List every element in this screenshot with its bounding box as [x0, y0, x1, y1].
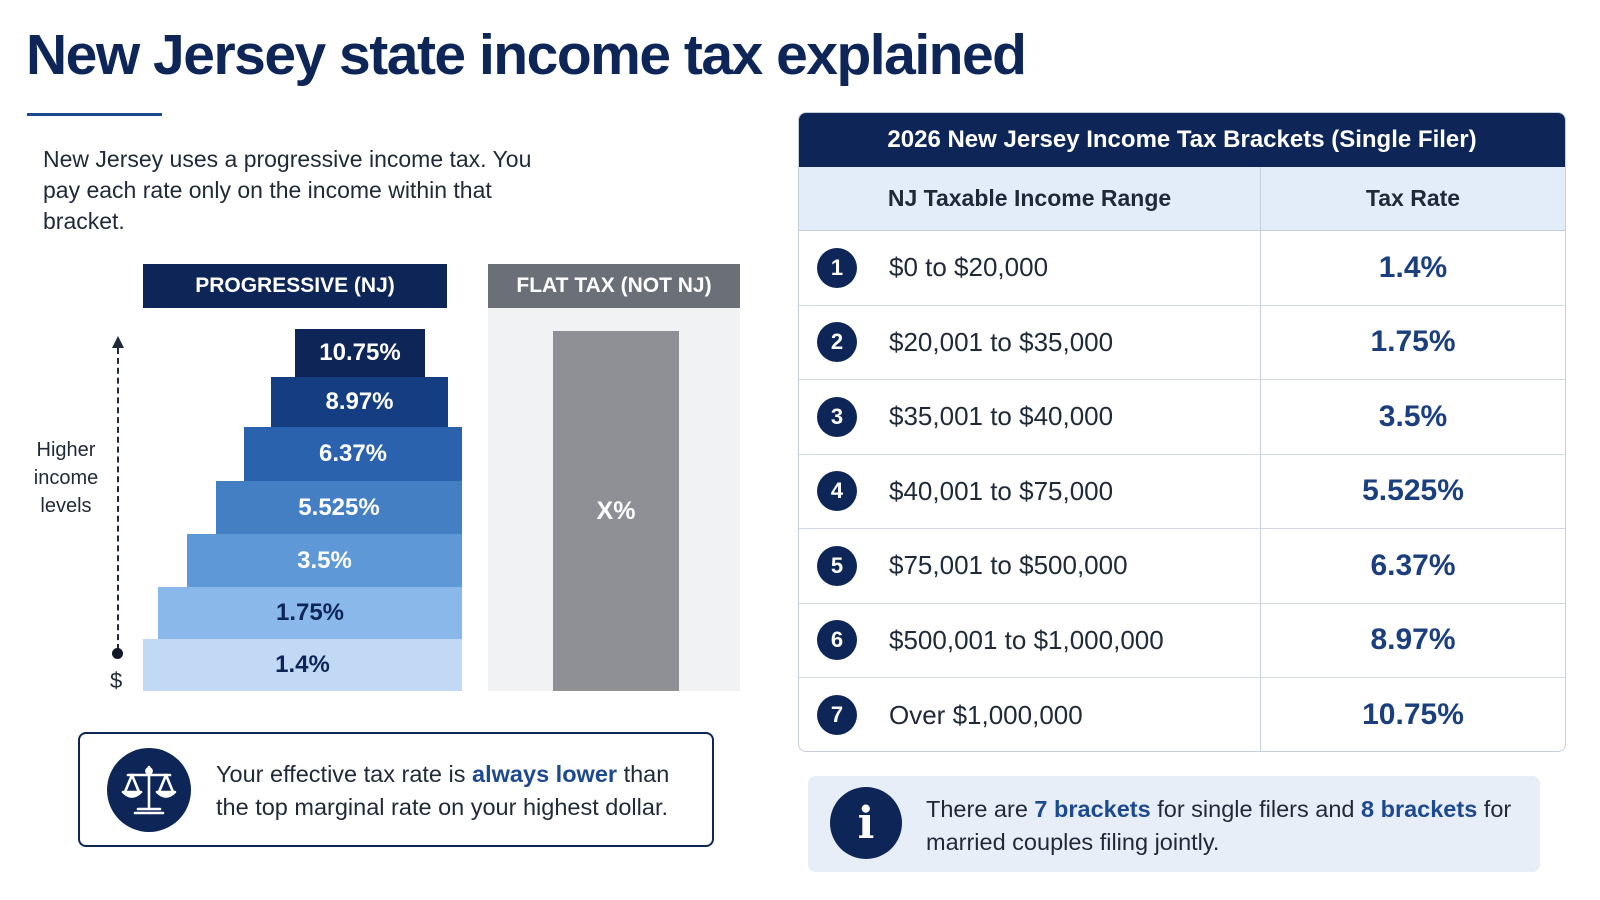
- tax-rate: 1.4%: [1378, 250, 1448, 284]
- table-row: 7 Over $1,000,000 10.75%: [799, 678, 1565, 751]
- step-1-4: 1.4%: [143, 639, 462, 691]
- income-range: $35,001 to $40,000: [889, 401, 1114, 432]
- flat-tax-header: FLAT TAX (NOT NJ): [488, 264, 740, 308]
- income-range: $0 to $20,000: [889, 252, 1049, 283]
- table-header-row: NJ Taxable Income Range Tax Rate: [799, 167, 1565, 231]
- income-range: Over $1,000,000: [889, 699, 1083, 730]
- income-range: $20,001 to $35,000: [889, 326, 1114, 357]
- step-5-525: 5.525%: [216, 481, 462, 534]
- brackets-table: 2026 New Jersey Income Tax Brackets (Sin…: [798, 112, 1566, 752]
- progressive-header: PROGRESSIVE (NJ): [143, 264, 447, 308]
- brackets-info-callout: i There are 7 brackets for single filers…: [808, 776, 1540, 872]
- table-row: 4 $40,001 to $75,000 5.525%: [799, 454, 1565, 529]
- tax-rate: 3.5%: [1378, 399, 1448, 433]
- effective-rate-note: Your effective tax rate is always lower …: [78, 732, 714, 847]
- intro-text: New Jersey uses a progressive income tax…: [43, 146, 532, 234]
- table-row: 2 $20,001 to $35,000 1.75%: [799, 305, 1565, 380]
- info-highlight-joint: 8 brackets: [1361, 796, 1478, 822]
- row-number-badge: 6: [817, 620, 857, 661]
- tax-rate: 6.37%: [1370, 548, 1456, 582]
- step-1-75: 1.75%: [158, 587, 462, 639]
- table-title: 2026 New Jersey Income Tax Brackets (Sin…: [799, 113, 1565, 167]
- row-number-badge: 2: [817, 322, 857, 363]
- tax-rate: 5.525%: [1362, 474, 1464, 508]
- tax-rate: 8.97%: [1370, 623, 1456, 657]
- row-number-badge: 5: [817, 545, 857, 586]
- title-underline: [27, 113, 162, 116]
- table-row: 5 $75,001 to $500,000 6.37%: [799, 529, 1565, 604]
- up-arrow-icon: [112, 336, 124, 348]
- column-header-rate: Tax Rate: [1365, 185, 1461, 211]
- step-6-37: 6.37%: [244, 427, 462, 481]
- column-header-range: NJ Taxable Income Range: [799, 167, 1261, 230]
- table-row: 3 $35,001 to $40,000 3.5%: [799, 380, 1565, 455]
- table-row: 1 $0 to $20,000 1.4%: [799, 231, 1565, 306]
- scale-icon: [107, 748, 191, 832]
- table-row: 6 $500,001 to $1,000,000 8.97%: [799, 603, 1565, 678]
- tax-rate: 1.75%: [1370, 325, 1456, 359]
- income-range: $40,001 to $75,000: [889, 475, 1114, 506]
- info-highlight-single: 7 brackets: [1034, 796, 1151, 822]
- step-10-75: 10.75%: [295, 329, 425, 377]
- dollar-symbol: $: [110, 668, 123, 693]
- tax-rate: 10.75%: [1362, 698, 1464, 732]
- row-number-badge: 3: [817, 396, 857, 437]
- info-icon: i: [830, 787, 902, 859]
- axis-origin-dot: [112, 648, 123, 659]
- page-title: New Jersey state income tax explained: [26, 23, 1027, 87]
- flat-tax-bar: X%: [553, 331, 679, 691]
- step-8-97: 8.97%: [271, 377, 448, 427]
- income-range: $500,001 to $1,000,000: [889, 624, 1164, 655]
- row-number-badge: 4: [817, 471, 857, 512]
- row-number-badge: 7: [817, 695, 857, 736]
- note-highlight: always lower: [472, 761, 618, 787]
- note-text: Your effective tax rate is always lower …: [216, 761, 670, 820]
- row-number-badge: 1: [817, 247, 857, 288]
- info-text: There are 7 brackets for single filers a…: [926, 796, 1512, 855]
- axis-label: Higher income levels: [33, 439, 99, 517]
- income-axis-line: [117, 348, 119, 650]
- income-range: $75,001 to $500,000: [889, 550, 1128, 581]
- step-3-5: 3.5%: [187, 534, 462, 587]
